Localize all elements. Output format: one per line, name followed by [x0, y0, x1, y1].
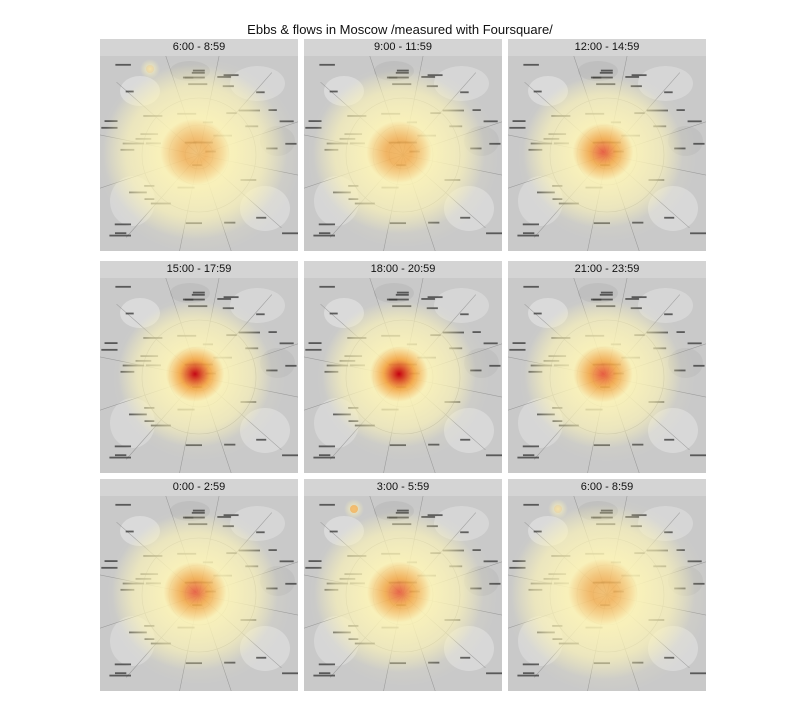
facet-panel: 15:00 - 17:59: [100, 261, 298, 473]
facet-strip-label: 12:00 - 14:59: [508, 39, 706, 56]
facet-strip-label: 0:00 - 2:59: [100, 479, 298, 496]
heatmap-map: [304, 56, 502, 251]
heatmap-map: [100, 496, 298, 691]
facet-panel: 9:00 - 11:59: [304, 39, 502, 251]
facet-strip-label: 9:00 - 11:59: [304, 39, 502, 56]
facet-panel: 6:00 - 8:59: [100, 39, 298, 251]
heat-core: [314, 511, 484, 673]
facet-strip-label: 6:00 - 8:59: [508, 479, 706, 496]
heatmap-map: [100, 56, 298, 251]
heat-outlier: [140, 59, 160, 79]
facet-strip-label: 3:00 - 5:59: [304, 479, 502, 496]
heat-outlier-core: [146, 65, 154, 73]
facet-panel: 12:00 - 14:59: [508, 39, 706, 251]
facet-panel: 6:00 - 8:59: [508, 479, 706, 691]
heat-core: [313, 70, 485, 234]
heat-core: [524, 299, 682, 449]
heat-outlier: [548, 499, 568, 519]
heatmap-map: [508, 496, 706, 691]
page-title: Ebbs & flows in Moscow /measured with Fo…: [247, 22, 553, 37]
heat-core: [511, 504, 695, 680]
heat-outlier-core: [350, 505, 358, 513]
facet-panel: 18:00 - 20:59: [304, 261, 502, 473]
heatmap-map: [304, 496, 502, 691]
facet-panel: 21:00 - 23:59: [508, 261, 706, 473]
facet-strip-label: 6:00 - 8:59: [100, 39, 298, 56]
heat-core: [118, 300, 272, 448]
heat-core: [523, 76, 683, 228]
heat-core: [322, 300, 476, 448]
heatmap-map: [304, 278, 502, 473]
heat-outlier-core: [554, 505, 562, 513]
heat-core: [112, 513, 278, 671]
heat-core: [103, 64, 287, 240]
facet-strip-label: 15:00 - 17:59: [100, 261, 298, 278]
facet-strip-label: 21:00 - 23:59: [508, 261, 706, 278]
heatmap-map: [100, 278, 298, 473]
heatmap-map: [508, 278, 706, 473]
facet-panel: 3:00 - 5:59: [304, 479, 502, 691]
facet-strip-label: 18:00 - 20:59: [304, 261, 502, 278]
facet-panel: 0:00 - 2:59: [100, 479, 298, 691]
heatmap-map: [508, 56, 706, 251]
